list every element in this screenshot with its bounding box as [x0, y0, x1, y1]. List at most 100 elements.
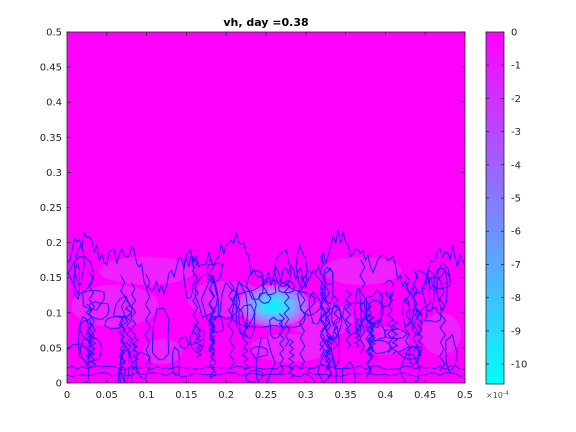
- contour-loop: [341, 360, 356, 383]
- contour-loop: [119, 349, 133, 383]
- colorbar-tick-label: -4: [511, 160, 521, 171]
- contour-loop: [261, 276, 277, 296]
- contour-streak: [438, 284, 447, 372]
- contour-loop: [182, 248, 195, 300]
- field-patch: [421, 312, 462, 355]
- contour-boundary: [67, 230, 465, 296]
- contour-loop: [317, 349, 337, 383]
- contour-loop: [208, 314, 225, 333]
- colorbar-exponent: ×10-4: [486, 390, 509, 400]
- contour-loop: [194, 274, 219, 318]
- plot-area: [67, 32, 465, 383]
- colorbar-tick-label: -1: [511, 61, 521, 72]
- field-patch: [98, 256, 195, 285]
- contour-streak: [353, 316, 362, 349]
- contour-loop: [445, 333, 458, 372]
- contour-loop: [206, 262, 224, 284]
- contour-loop: [73, 244, 85, 286]
- y-tick-label: 0.45: [40, 63, 62, 74]
- contour-streak: [131, 336, 140, 376]
- x-tick-label: 0.45: [414, 390, 436, 401]
- contour-loop: [365, 289, 384, 329]
- y-tick-label: 0.4: [46, 98, 62, 109]
- x-tick-label: 0.3: [298, 390, 314, 401]
- contour-loop: [430, 268, 451, 290]
- contour-streak: [241, 323, 249, 371]
- contour-streak: [208, 258, 215, 351]
- contour-streak: [332, 295, 340, 350]
- contour-loop: [402, 296, 411, 327]
- contour-streak: [386, 295, 395, 354]
- contour-loop: [331, 304, 342, 328]
- colorbar-tick-label: -2: [511, 94, 521, 105]
- colorbar-tick-label: -3: [511, 127, 521, 138]
- contour-streak: [84, 303, 93, 358]
- y-tick-label: 0.3: [46, 168, 62, 179]
- x-tick-label: 0.5: [457, 390, 473, 401]
- y-tick-label: 0.25: [40, 203, 62, 214]
- field-background: [67, 32, 465, 383]
- field-layer: [70, 256, 462, 365]
- contour-loop: [250, 346, 269, 360]
- contour-loop: [200, 274, 219, 323]
- x-tick-label: 0.4: [377, 390, 393, 401]
- contour-loop: [384, 279, 395, 299]
- x-tick-label: 0: [64, 390, 70, 401]
- contour-streak: [403, 273, 411, 355]
- contour-streak: [344, 289, 352, 351]
- contour-peak: [232, 280, 316, 329]
- contour-loop: [330, 326, 341, 369]
- colorbar-gradient: [485, 31, 505, 385]
- contour-loop: [421, 269, 435, 312]
- contour-streak: [365, 299, 373, 378]
- contour-loop: [171, 346, 180, 377]
- contour-loop: [427, 275, 439, 291]
- x-tick-label: 0.35: [334, 390, 356, 401]
- contour-bottom-band: [67, 372, 465, 378]
- contour-loop: [119, 345, 131, 383]
- contour-loop: [255, 336, 276, 383]
- contour-loop: [178, 336, 191, 349]
- contour-loop: [354, 288, 362, 338]
- contour-loop: [151, 307, 170, 361]
- contour-streak: [208, 322, 216, 357]
- contour-loop: [398, 353, 421, 383]
- contour-loop: [104, 315, 129, 330]
- contour-streak: [367, 321, 377, 361]
- y-tick-label: 0.15: [40, 273, 62, 284]
- colorbar-tick-label: -6: [511, 227, 521, 238]
- contour-streak: [287, 338, 295, 380]
- contour-layer: [67, 230, 465, 383]
- contour-loop: [268, 316, 283, 339]
- colorbar-ticks: 0 -1 -2 -3 -4 -5 -6 -7 -8 -9 -10: [486, 28, 527, 371]
- contour-streak: [208, 288, 216, 379]
- contour-streak: [144, 274, 152, 366]
- colorbar-tick-label: -9: [511, 326, 521, 337]
- contour-streak: [194, 328, 204, 358]
- y-tick-label: 0: [56, 379, 62, 390]
- contour-streak: [325, 307, 333, 380]
- contour-streak: [319, 256, 326, 351]
- contour-loop: [277, 279, 296, 294]
- field-patch: [321, 256, 402, 285]
- contour-loop: [295, 243, 308, 289]
- y-tick-label: 0.35: [40, 133, 62, 144]
- y-tick-label: 0.05: [40, 343, 62, 354]
- contour-streak: [124, 299, 133, 352]
- contour-streak: [191, 255, 200, 346]
- contour-loop: [219, 281, 241, 320]
- contour-streak: [359, 259, 367, 355]
- x-tick-label: 0.05: [96, 390, 118, 401]
- contour-loop: [324, 267, 334, 305]
- colorbar-tick-label: -8: [511, 293, 521, 304]
- chart-title: vh, day =0.38: [223, 16, 308, 29]
- contour-streak: [323, 334, 333, 367]
- colorbar: 0-1-2-3-4-5-6-7-8-9-10 ×10-4: [485, 28, 527, 400]
- x-tick-label: 0.1: [139, 390, 155, 401]
- contour-streak: [118, 316, 127, 366]
- contour-loop: [424, 306, 442, 323]
- contour-streak: [367, 314, 376, 351]
- contour-loop: [297, 270, 324, 317]
- contour-loop: [435, 269, 448, 311]
